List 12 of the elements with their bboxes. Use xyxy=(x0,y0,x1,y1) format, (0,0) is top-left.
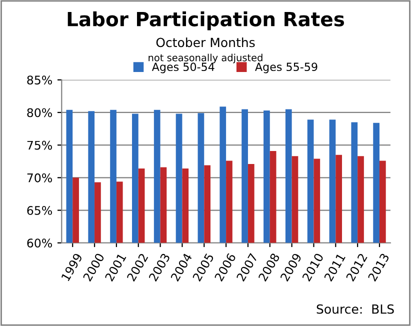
legend-label: Ages 55-59 xyxy=(255,62,318,74)
y-tick-label: 60% xyxy=(27,238,52,248)
source-note: Source: BLS xyxy=(316,304,394,314)
y-tick-label: 80% xyxy=(27,108,52,118)
legend-label: Ages 50-54 xyxy=(152,62,214,74)
y-tick-label: 85% xyxy=(27,76,52,85)
y-tick-label: 70% xyxy=(27,173,52,182)
chart-title: Labor Participation Rates xyxy=(68,11,344,30)
y-tick-label: 75% xyxy=(27,140,52,150)
y-tick-label: 65% xyxy=(27,206,52,215)
chart-subtitle: October Months xyxy=(156,37,255,48)
text: not seasonally adjusted xyxy=(148,54,262,64)
